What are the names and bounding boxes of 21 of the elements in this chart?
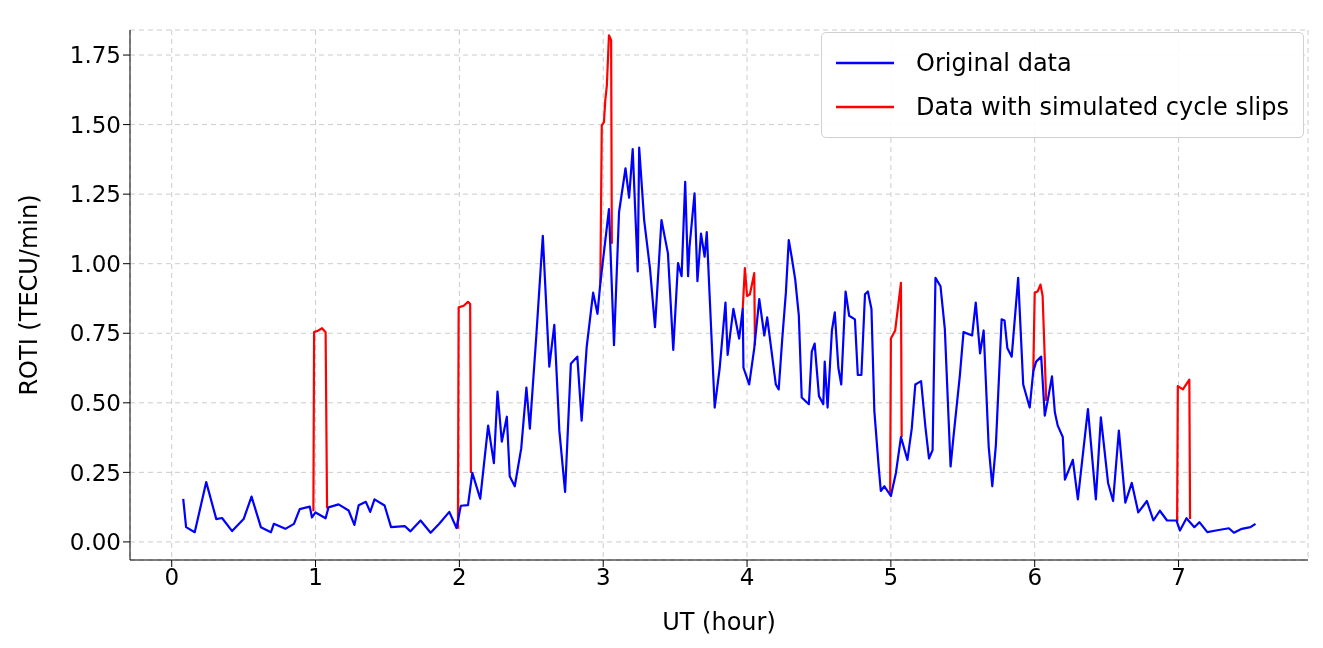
x-tick-label: 0 bbox=[164, 564, 180, 591]
y-tick-label: 0.25 bbox=[69, 459, 121, 486]
x-axis-title: UT (hour) bbox=[662, 608, 776, 636]
y-tick-label: 0.50 bbox=[69, 389, 121, 416]
y-tick-label: 1.50 bbox=[69, 111, 121, 138]
y-axis-title: ROTI (TECU/min) bbox=[14, 194, 43, 396]
x-tick-label: 4 bbox=[739, 564, 755, 591]
y-tick-label: 0.75 bbox=[69, 320, 121, 347]
y-tick-label: 1.25 bbox=[69, 181, 121, 208]
y-tick-label: 1.00 bbox=[69, 250, 121, 277]
y-tick-label: 1.75 bbox=[69, 42, 121, 69]
legend-label: Original data bbox=[916, 49, 1072, 77]
x-tick-label: 3 bbox=[595, 564, 611, 591]
x-tick-label: 5 bbox=[883, 564, 899, 591]
y-tick-label: 0.00 bbox=[69, 529, 121, 556]
x-tick-label: 6 bbox=[1027, 564, 1043, 591]
x-tick-label: 1 bbox=[308, 564, 323, 591]
line-series bbox=[182, 146, 1257, 534]
legend-label: Data with simulated cycle slips bbox=[916, 93, 1289, 121]
x-tick-label: 2 bbox=[452, 564, 467, 591]
x-tick-label: 7 bbox=[1171, 564, 1186, 591]
